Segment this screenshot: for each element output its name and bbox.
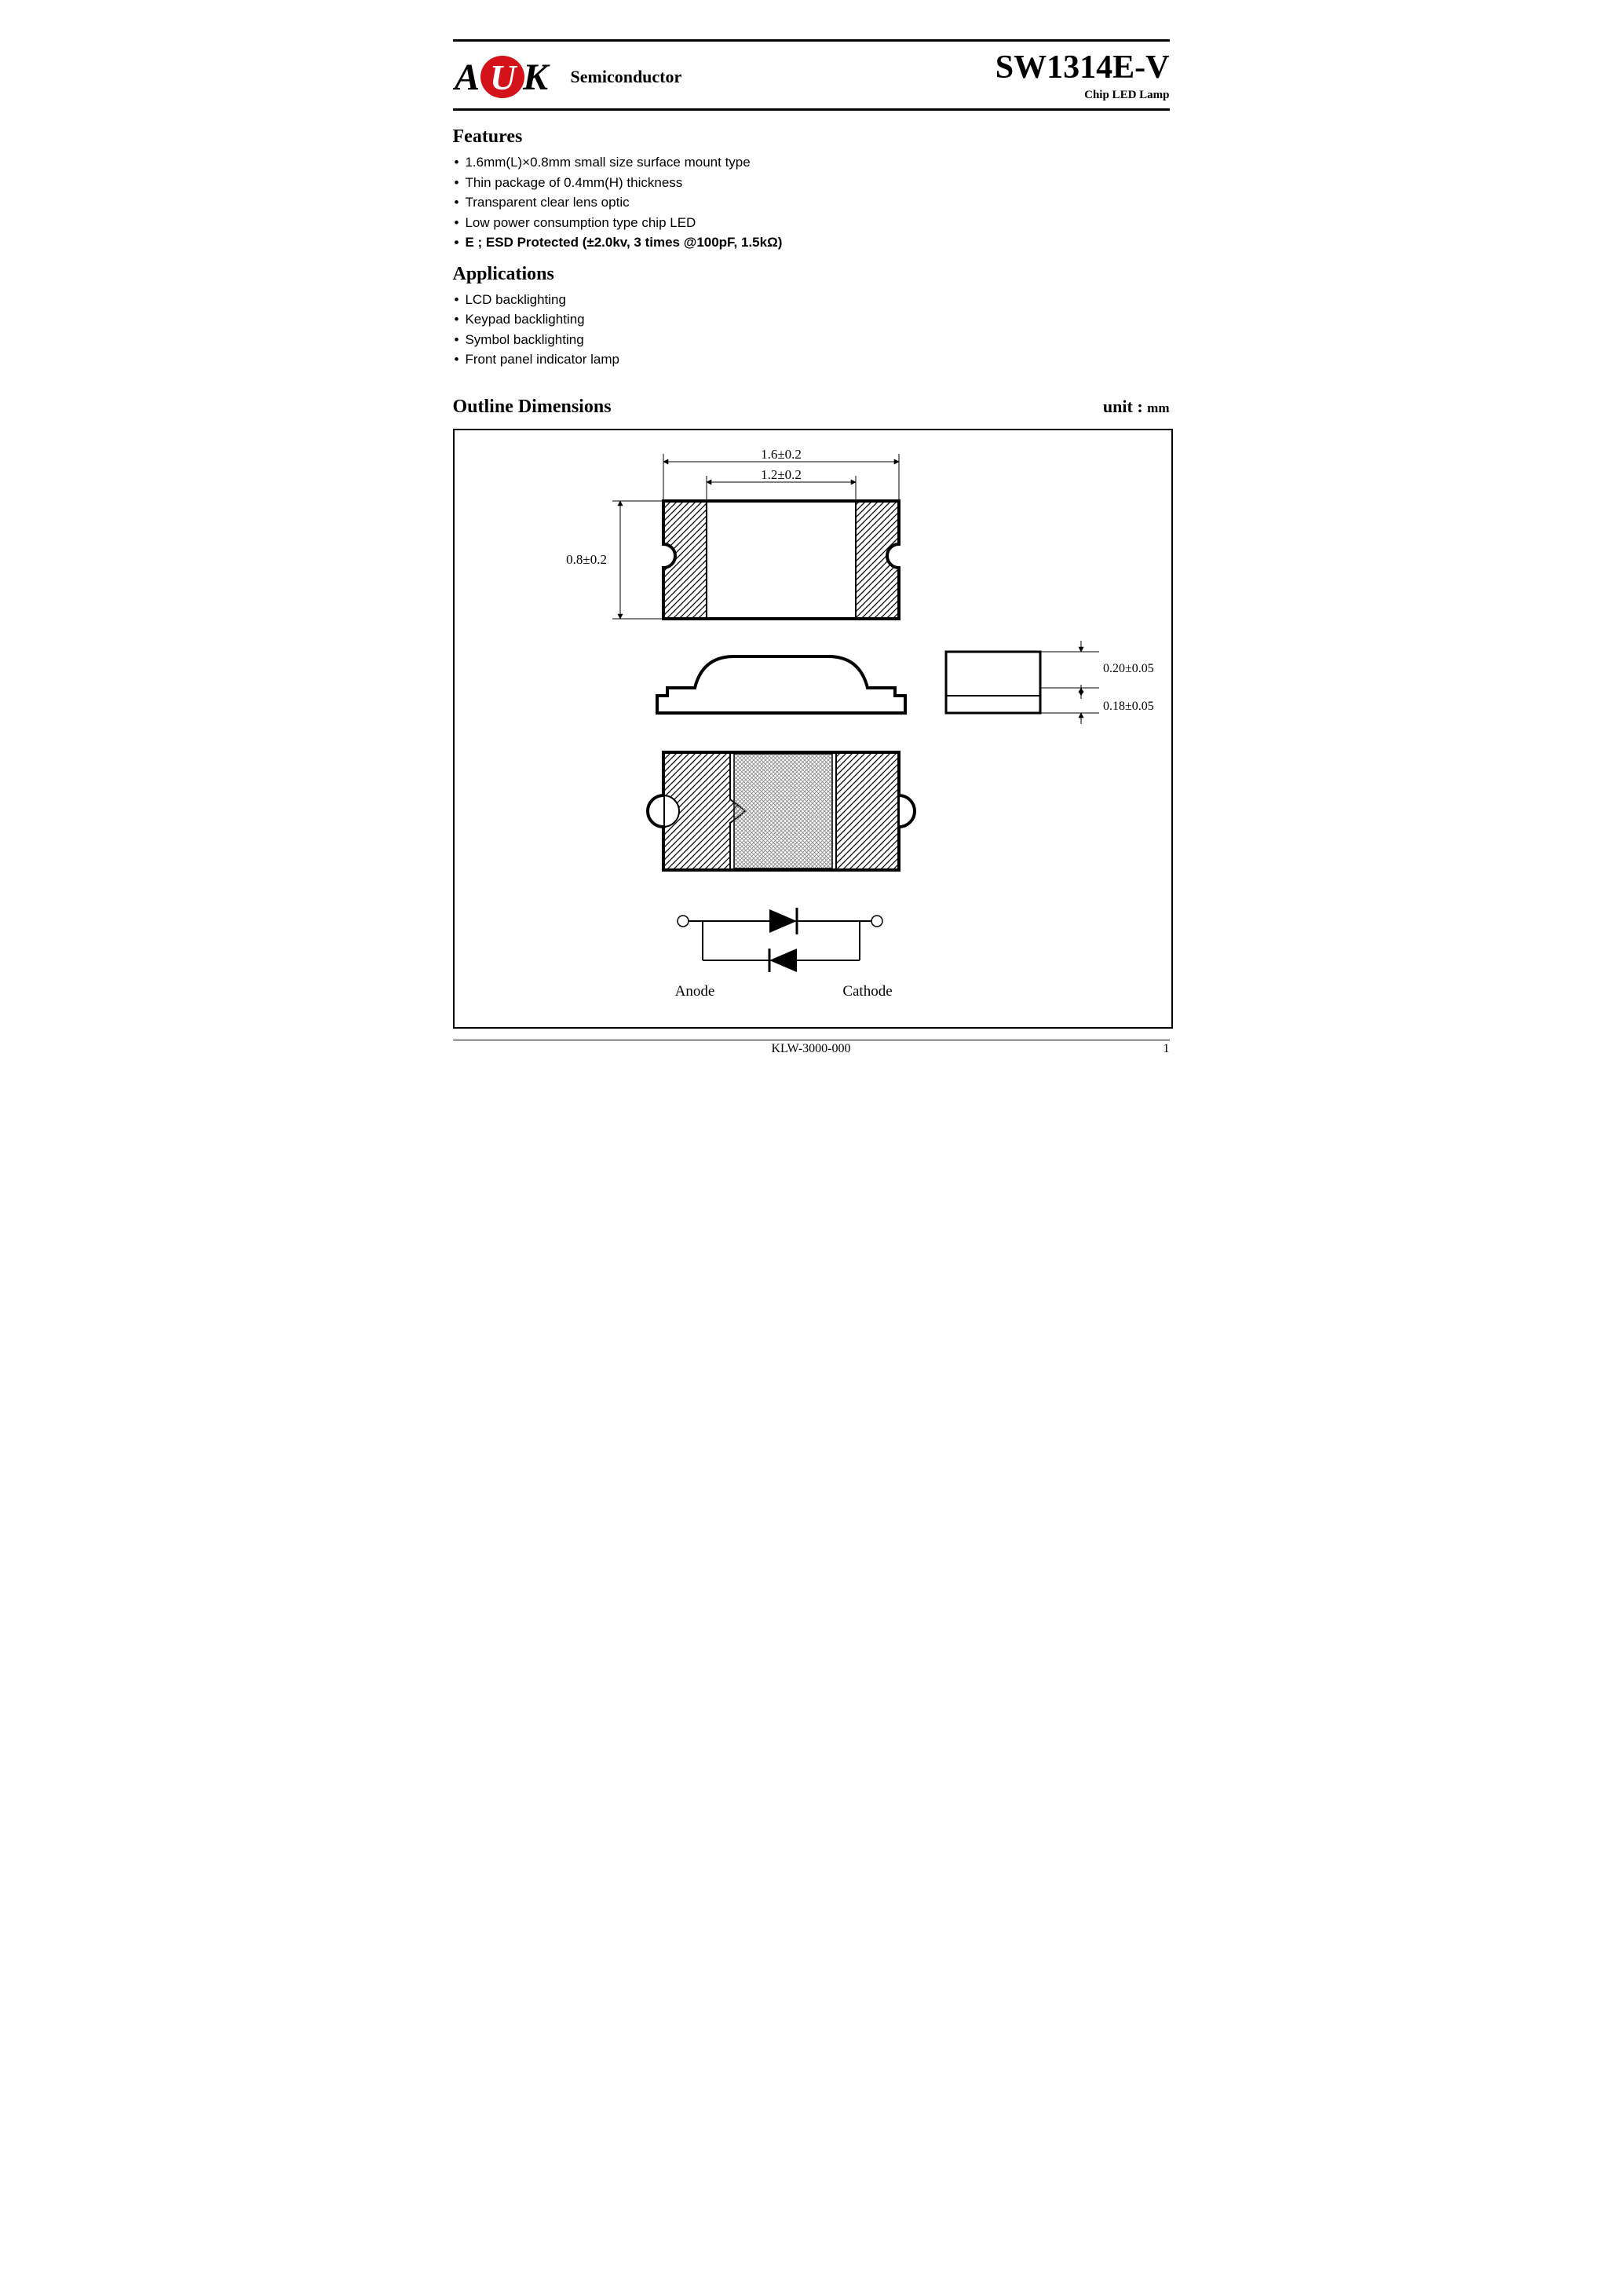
dim-width-inner: 1.2±0.2 xyxy=(761,467,802,482)
dim-height-main: 0.8±0.2 xyxy=(566,552,607,567)
logo-letter-k: K xyxy=(522,57,550,98)
footer: KLW-3000-000 1 xyxy=(453,1040,1170,1056)
feature-item: 1.6mm(L)×0.8mm small size surface mount … xyxy=(467,152,1170,173)
footer-page-number: 1 xyxy=(1164,1042,1170,1056)
unit-label: unit : mm xyxy=(1103,397,1170,417)
dim-base-h: 0.18±0.05 xyxy=(1103,700,1154,713)
part-block: SW1314E-V Chip LED Lamp xyxy=(995,51,1170,102)
features-heading: Features xyxy=(453,126,1170,148)
dim-lens-h: 0.20±0.05 xyxy=(1103,662,1154,675)
mid-rule xyxy=(453,108,1170,111)
application-item: Front panel indicator lamp xyxy=(467,349,1170,370)
side-view: 0.20±0.05 0.18±0.05 xyxy=(657,641,1154,724)
feature-item: Low power consumption type chip LED xyxy=(467,213,1170,233)
anode-label: Anode xyxy=(675,983,715,1000)
top-rule xyxy=(453,39,1170,42)
semiconductor-label: Semiconductor xyxy=(571,67,682,87)
header: A U K Semiconductor SW1314E-V Chip LED L… xyxy=(453,51,1170,102)
part-number: SW1314E-V xyxy=(995,51,1170,84)
application-item: Symbol backlighting xyxy=(467,330,1170,350)
applications-heading: Applications xyxy=(453,264,1170,285)
application-item: Keypad backlighting xyxy=(467,309,1170,330)
application-item: LCD backlighting xyxy=(467,290,1170,310)
outline-heading: Outline Dimensions xyxy=(453,397,612,418)
auk-logo: A U K xyxy=(453,55,563,99)
bottom-view xyxy=(648,752,915,870)
feature-item: E ; ESD Protected (±2.0kv, 3 times @100p… xyxy=(467,232,1170,253)
logo-letter-u: U xyxy=(490,57,518,97)
logo-area: A U K Semiconductor xyxy=(453,55,682,99)
outline-drawing: 1.6±0.2 1.2±0.2 0.8±0.2 xyxy=(459,430,1166,1024)
top-view: 1.6±0.2 1.2±0.2 0.8±0.2 xyxy=(566,447,899,619)
outline-row: Outline Dimensions unit : mm xyxy=(453,397,1170,422)
feature-item: Thin package of 0.4mm(H) thickness xyxy=(467,173,1170,193)
part-subtitle: Chip LED Lamp xyxy=(995,89,1170,102)
outline-drawing-box: 1.6±0.2 1.2±0.2 0.8±0.2 xyxy=(453,429,1173,1029)
applications-list: LCD backlightingKeypad backlightingSymbo… xyxy=(453,290,1170,370)
dim-width-outer: 1.6±0.2 xyxy=(761,447,802,462)
cathode-label: Cathode xyxy=(842,983,892,1000)
logo-letter-a: A xyxy=(453,57,480,98)
schematic-symbol: Anode Cathode xyxy=(675,908,893,1000)
footer-doc-id: KLW-3000-000 xyxy=(771,1042,850,1056)
features-list: 1.6mm(L)×0.8mm small size surface mount … xyxy=(453,152,1170,253)
feature-item: Transparent clear lens optic xyxy=(467,192,1170,213)
